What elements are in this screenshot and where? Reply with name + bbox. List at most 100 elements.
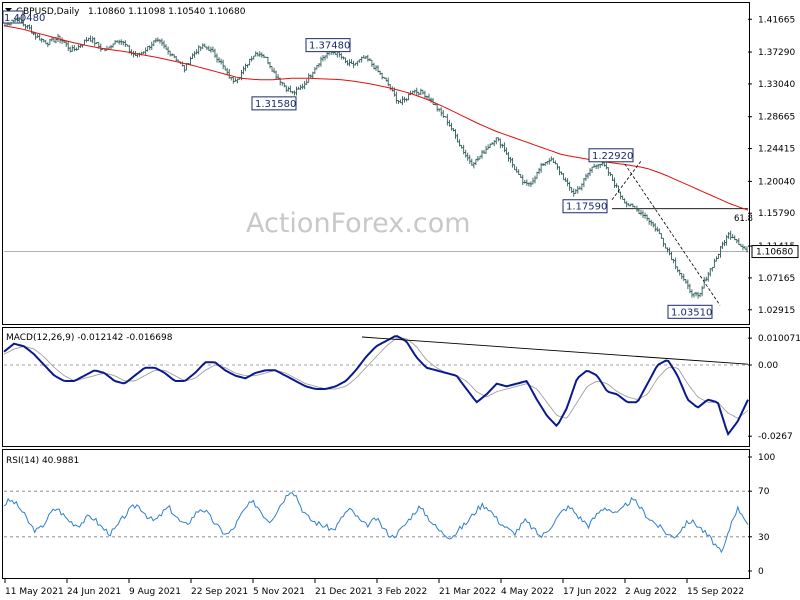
- price-bar: [682, 273, 685, 282]
- fib-label: 61.8: [734, 214, 753, 224]
- price-bar: [319, 56, 323, 67]
- price-bar: [678, 269, 681, 276]
- price-bar: [219, 58, 223, 65]
- price-bar: [419, 88, 423, 95]
- price-bar: [401, 96, 404, 106]
- price-bar: [658, 228, 661, 235]
- price-bar: [344, 57, 347, 64]
- price-tick-label: 1.15790: [758, 209, 795, 219]
- price-bar: [486, 144, 490, 150]
- price-bar: [183, 64, 186, 73]
- x-tick-label: 5 Nov 2021: [253, 587, 305, 597]
- price-bar: [268, 62, 272, 69]
- swing-label: 1.22920: [592, 151, 633, 162]
- x-tick-label: 3 Feb 2022: [377, 587, 427, 597]
- price-bar: [474, 158, 478, 166]
- current-price-label: 1.10680: [756, 248, 793, 258]
- price-bar: [676, 266, 679, 273]
- price-bar: [217, 57, 221, 63]
- price-bar: [680, 272, 683, 280]
- price-bar: [454, 129, 457, 139]
- price-bar: [456, 133, 459, 143]
- price-bar: [521, 174, 524, 185]
- price-bar: [38, 33, 41, 41]
- price-tick-label: 1.41665: [758, 15, 795, 25]
- price-bar: [590, 166, 594, 173]
- price-bar: [582, 178, 586, 188]
- price-panel-frame: [2, 2, 750, 325]
- macd-signal-line: [3, 337, 749, 419]
- price-bar: [572, 188, 575, 197]
- x-axis: 11 May 2021 24 Jun 2021 9 Aug 2021 22 Sep 2…: [4, 579, 744, 597]
- macd-panel-frame: [2, 327, 750, 447]
- x-tick-label: 21 Mar 2022: [439, 587, 496, 597]
- price-bar: [525, 179, 529, 186]
- price-bar: [511, 157, 514, 168]
- swing-label: 1.17590: [566, 202, 607, 213]
- price-bar: [570, 187, 573, 194]
- price-bar: [594, 164, 598, 170]
- price-bar: [256, 52, 259, 57]
- price-bar: [415, 87, 418, 96]
- price-bar: [380, 72, 384, 80]
- price-bar: [674, 257, 677, 270]
- price-bar: [729, 230, 732, 240]
- price-bar: [721, 241, 724, 250]
- price-tick-label: 1.37290: [758, 48, 795, 58]
- rsi-axis: 100 70 30 0: [748, 453, 775, 577]
- price-bar: [517, 169, 520, 175]
- price-bar: [702, 277, 706, 289]
- price-bar: [619, 191, 622, 200]
- price-bar: [122, 40, 125, 46]
- price-bar: [158, 39, 162, 44]
- price-bar: [215, 53, 219, 63]
- price-bar: [168, 50, 172, 57]
- price-bar: [164, 44, 168, 50]
- price-bar: [672, 258, 675, 264]
- price-bar: [285, 85, 288, 93]
- price-bar: [495, 137, 498, 145]
- price-bar: [709, 268, 712, 277]
- swing-label-box: [562, 199, 608, 214]
- x-tick-label: 4 May 2022: [501, 587, 554, 597]
- price-tick-label: 1.24415: [758, 145, 795, 155]
- swing-labels: 1.37480 1.31580 1.22920 1.17590 1.03510: [251, 38, 713, 319]
- price-bar: [607, 167, 610, 176]
- rsi-layer: [3, 490, 749, 554]
- price-bar: [146, 45, 149, 52]
- price-bar: [574, 189, 577, 194]
- price-bar: [91, 36, 94, 44]
- price-bar: [73, 45, 76, 52]
- price-bar: [252, 55, 255, 60]
- price-bar: [191, 53, 194, 60]
- dropdown-triangle-icon[interactable]: [5, 8, 12, 12]
- price-bar: [652, 221, 655, 228]
- price-bar: [446, 113, 449, 126]
- price-bar: [560, 171, 563, 175]
- chart-symbol: GBPUSD,Daily: [16, 7, 80, 17]
- price-bar: [195, 49, 198, 55]
- price-bar: [584, 173, 588, 182]
- rsi-tick-label: 30: [758, 533, 770, 543]
- price-bar: [605, 162, 608, 170]
- rsi-tick-label: 100: [758, 453, 775, 463]
- price-bar: [425, 95, 429, 99]
- price-bar: [350, 59, 353, 64]
- macd-tick-label: -0.0267: [758, 432, 793, 442]
- price-bar: [242, 66, 245, 75]
- price-bar: [645, 214, 649, 221]
- price-bar: [423, 90, 427, 99]
- swing-label: 1.31580: [255, 99, 296, 110]
- price-bar: [325, 51, 329, 59]
- price-bar: [274, 70, 278, 80]
- price-bar: [173, 54, 176, 59]
- price-bar: [113, 40, 117, 45]
- price-bar: [662, 237, 665, 247]
- rsi-header: RSI(14) 40.9881: [6, 456, 79, 466]
- price-bar: [527, 182, 531, 187]
- swing-label-box: [305, 38, 351, 53]
- price-bar: [413, 89, 416, 94]
- price-bar: [480, 150, 484, 159]
